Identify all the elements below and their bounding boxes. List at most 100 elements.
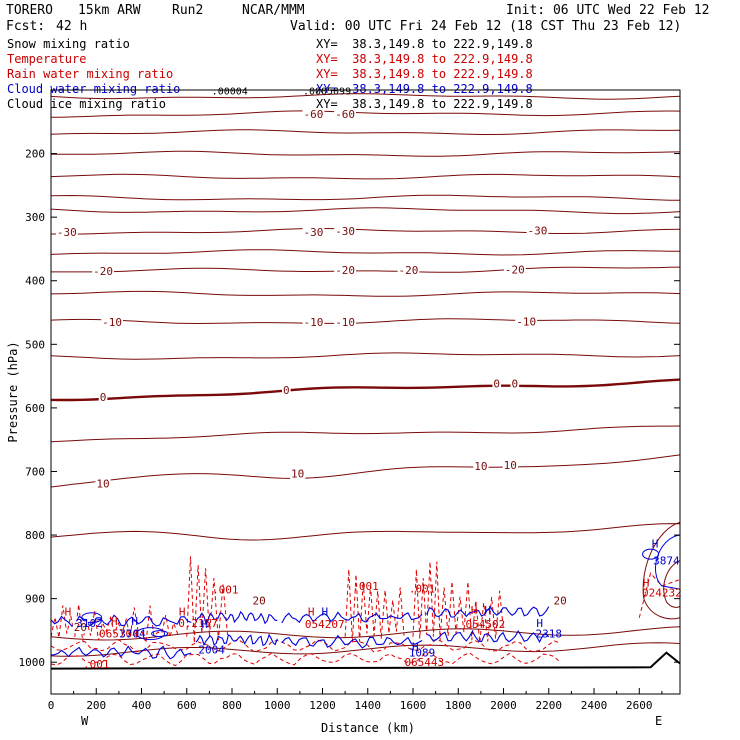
isotherm-label-0-bg <box>302 108 325 121</box>
isotherm-label-9-bg <box>503 263 526 276</box>
x-axis-title: Distance (km) <box>321 721 415 735</box>
x-tick-label-200: 200 <box>86 699 106 712</box>
isotherm-label-21-bg <box>502 459 518 472</box>
high-marker-blue-9: H <box>412 640 419 653</box>
isotherm-label-2: -30 <box>57 226 77 239</box>
rain-contour-0 <box>51 604 179 643</box>
isotherm-label-13: -10 <box>516 315 536 328</box>
isotherm-label-4-bg <box>334 225 357 238</box>
rain-contour-east <box>638 572 680 618</box>
isotherm-label-0: -60 <box>304 108 324 121</box>
init-time: Init: 06 UTC Wed 22 Feb 12 <box>506 3 710 18</box>
high-marker-blue-6: H <box>131 615 138 628</box>
cloud-contour-2-0 <box>281 611 423 624</box>
isotherm--40 <box>51 194 680 201</box>
rain-label-1: .001 <box>352 580 379 593</box>
high-marker-blue-8: H <box>321 605 328 618</box>
isotherm-label-16: 0 <box>493 378 500 391</box>
isotherm-label-22: 20 <box>253 595 266 608</box>
high-marker-red-1: H <box>111 615 118 628</box>
field-name-rain: Rain water mixing ratio <box>7 67 174 81</box>
field-xy-rain: XY= 38.3,149.8 to 222.9,149.8 <box>316 67 533 81</box>
isotherm-label-1: -60 <box>335 108 355 121</box>
isotherm-label-14-bg <box>98 391 108 404</box>
x-tick-label-2600: 2600 <box>626 699 653 712</box>
y-tick-label-500: 500 <box>25 338 45 351</box>
terrain-surface <box>51 651 680 670</box>
isotherm-label-3: -30 <box>304 226 324 239</box>
valid-time: Valid: 00 UTC Fri 24 Feb 12 (18 CST Thu … <box>290 19 682 34</box>
y-tick-label-700: 700 <box>25 465 45 478</box>
isotherm-label-19: 10 <box>291 467 304 480</box>
cloud-label-1: 3704 <box>119 628 146 641</box>
isotherm-label-23-bg <box>552 594 568 607</box>
isotherm--55 <box>51 129 680 135</box>
x-tick-label-2200: 2200 <box>536 699 563 712</box>
y-tick-label-1000: 1000 <box>19 656 46 669</box>
isotherm-boundary-layer-0 <box>51 626 680 641</box>
isotherm--50 <box>51 150 680 157</box>
isotherm-label-13-bg <box>515 315 538 328</box>
isotherm-label-15-bg <box>282 384 291 397</box>
isotherm-label-12-bg <box>334 316 357 329</box>
isotherm-label-18: 10 <box>96 478 109 491</box>
x-tick-label-800: 800 <box>222 699 242 712</box>
isotherm--20 <box>51 266 680 273</box>
y-tick-label-600: 600 <box>25 402 45 415</box>
x-tick-label-1600: 1600 <box>400 699 427 712</box>
cloud-contour-3-1 <box>426 630 550 644</box>
isotherm-warm-pocket-inner <box>663 560 680 608</box>
rain-label-3: .001 <box>83 658 110 671</box>
isotherm-label-18-bg <box>95 477 111 490</box>
top-contour-label-1: .0005099 <box>303 87 351 98</box>
x-tick-label-0: 0 <box>48 699 55 712</box>
isotherm--60 <box>51 110 680 118</box>
isotherm-label-14: 0 <box>100 391 107 404</box>
rain-label-2: .001 <box>409 582 436 595</box>
field-xy-cloud-water: XY= 38.3,149.8 to 222.9,149.8 <box>316 82 533 96</box>
rain-low-contour-0 <box>51 638 561 653</box>
cloud-contour-east <box>655 534 680 590</box>
high-marker-blue-10: H <box>484 604 491 617</box>
isotherm-label-6-bg <box>92 265 114 278</box>
rain-label-4: 0.2157 <box>178 617 218 630</box>
x-tick-label-2400: 2400 <box>581 699 608 712</box>
rain-label-8: 065704 <box>99 628 139 641</box>
isotherm-label-9: -20 <box>505 263 525 276</box>
field-name-cloud-ice: Cloud ice mixing ratio <box>7 97 166 111</box>
cloud-cell-1 <box>151 630 169 638</box>
isotherm-lines <box>51 93 680 657</box>
isotherm--45 <box>51 173 680 180</box>
x-tick-label-1000: 1000 <box>264 699 291 712</box>
isotherm-label-17-bg <box>510 377 520 390</box>
isotherm--65 <box>51 93 680 100</box>
isotherm-label-5: -30 <box>528 225 548 238</box>
model-resolution: 15km ARW <box>78 3 141 18</box>
rain-label-5: 054207 <box>305 618 345 631</box>
cloud-label-4: 2318 <box>536 628 563 641</box>
isotherm--10 <box>51 318 680 325</box>
high-marker-red-2: H <box>179 605 186 618</box>
isotherm-label-23: 20 <box>553 595 566 608</box>
rain-label-7: 065443 <box>404 656 444 669</box>
isotherm-label-7: -20 <box>335 264 355 277</box>
isotherm-label-21: 10 <box>504 459 517 472</box>
isotherm-label-8: -20 <box>399 264 419 277</box>
top-contour-label-0: .00004 <box>212 87 248 98</box>
forecast-hour: 42 h <box>56 19 88 34</box>
isotherm-label-12: -10 <box>335 316 355 329</box>
rain-contour-2 <box>208 578 228 641</box>
cloud-contour-0-1 <box>51 645 192 660</box>
y-tick-label-300: 300 <box>25 211 45 224</box>
isotherm-label-24: 20 <box>74 621 87 634</box>
isotherm-5 <box>51 425 680 443</box>
y-tick-label-200: 200 <box>25 148 45 161</box>
rain-label-6: 054502 <box>466 618 506 631</box>
high-marker-red-4: H <box>471 604 478 617</box>
isotherm-15 <box>51 523 680 541</box>
isotherm-label-20: 10 <box>474 460 487 473</box>
model-run: Run2 <box>172 3 204 18</box>
cloud-label-2: 2004 <box>198 643 225 656</box>
isotherm-warm-pocket <box>642 521 680 620</box>
